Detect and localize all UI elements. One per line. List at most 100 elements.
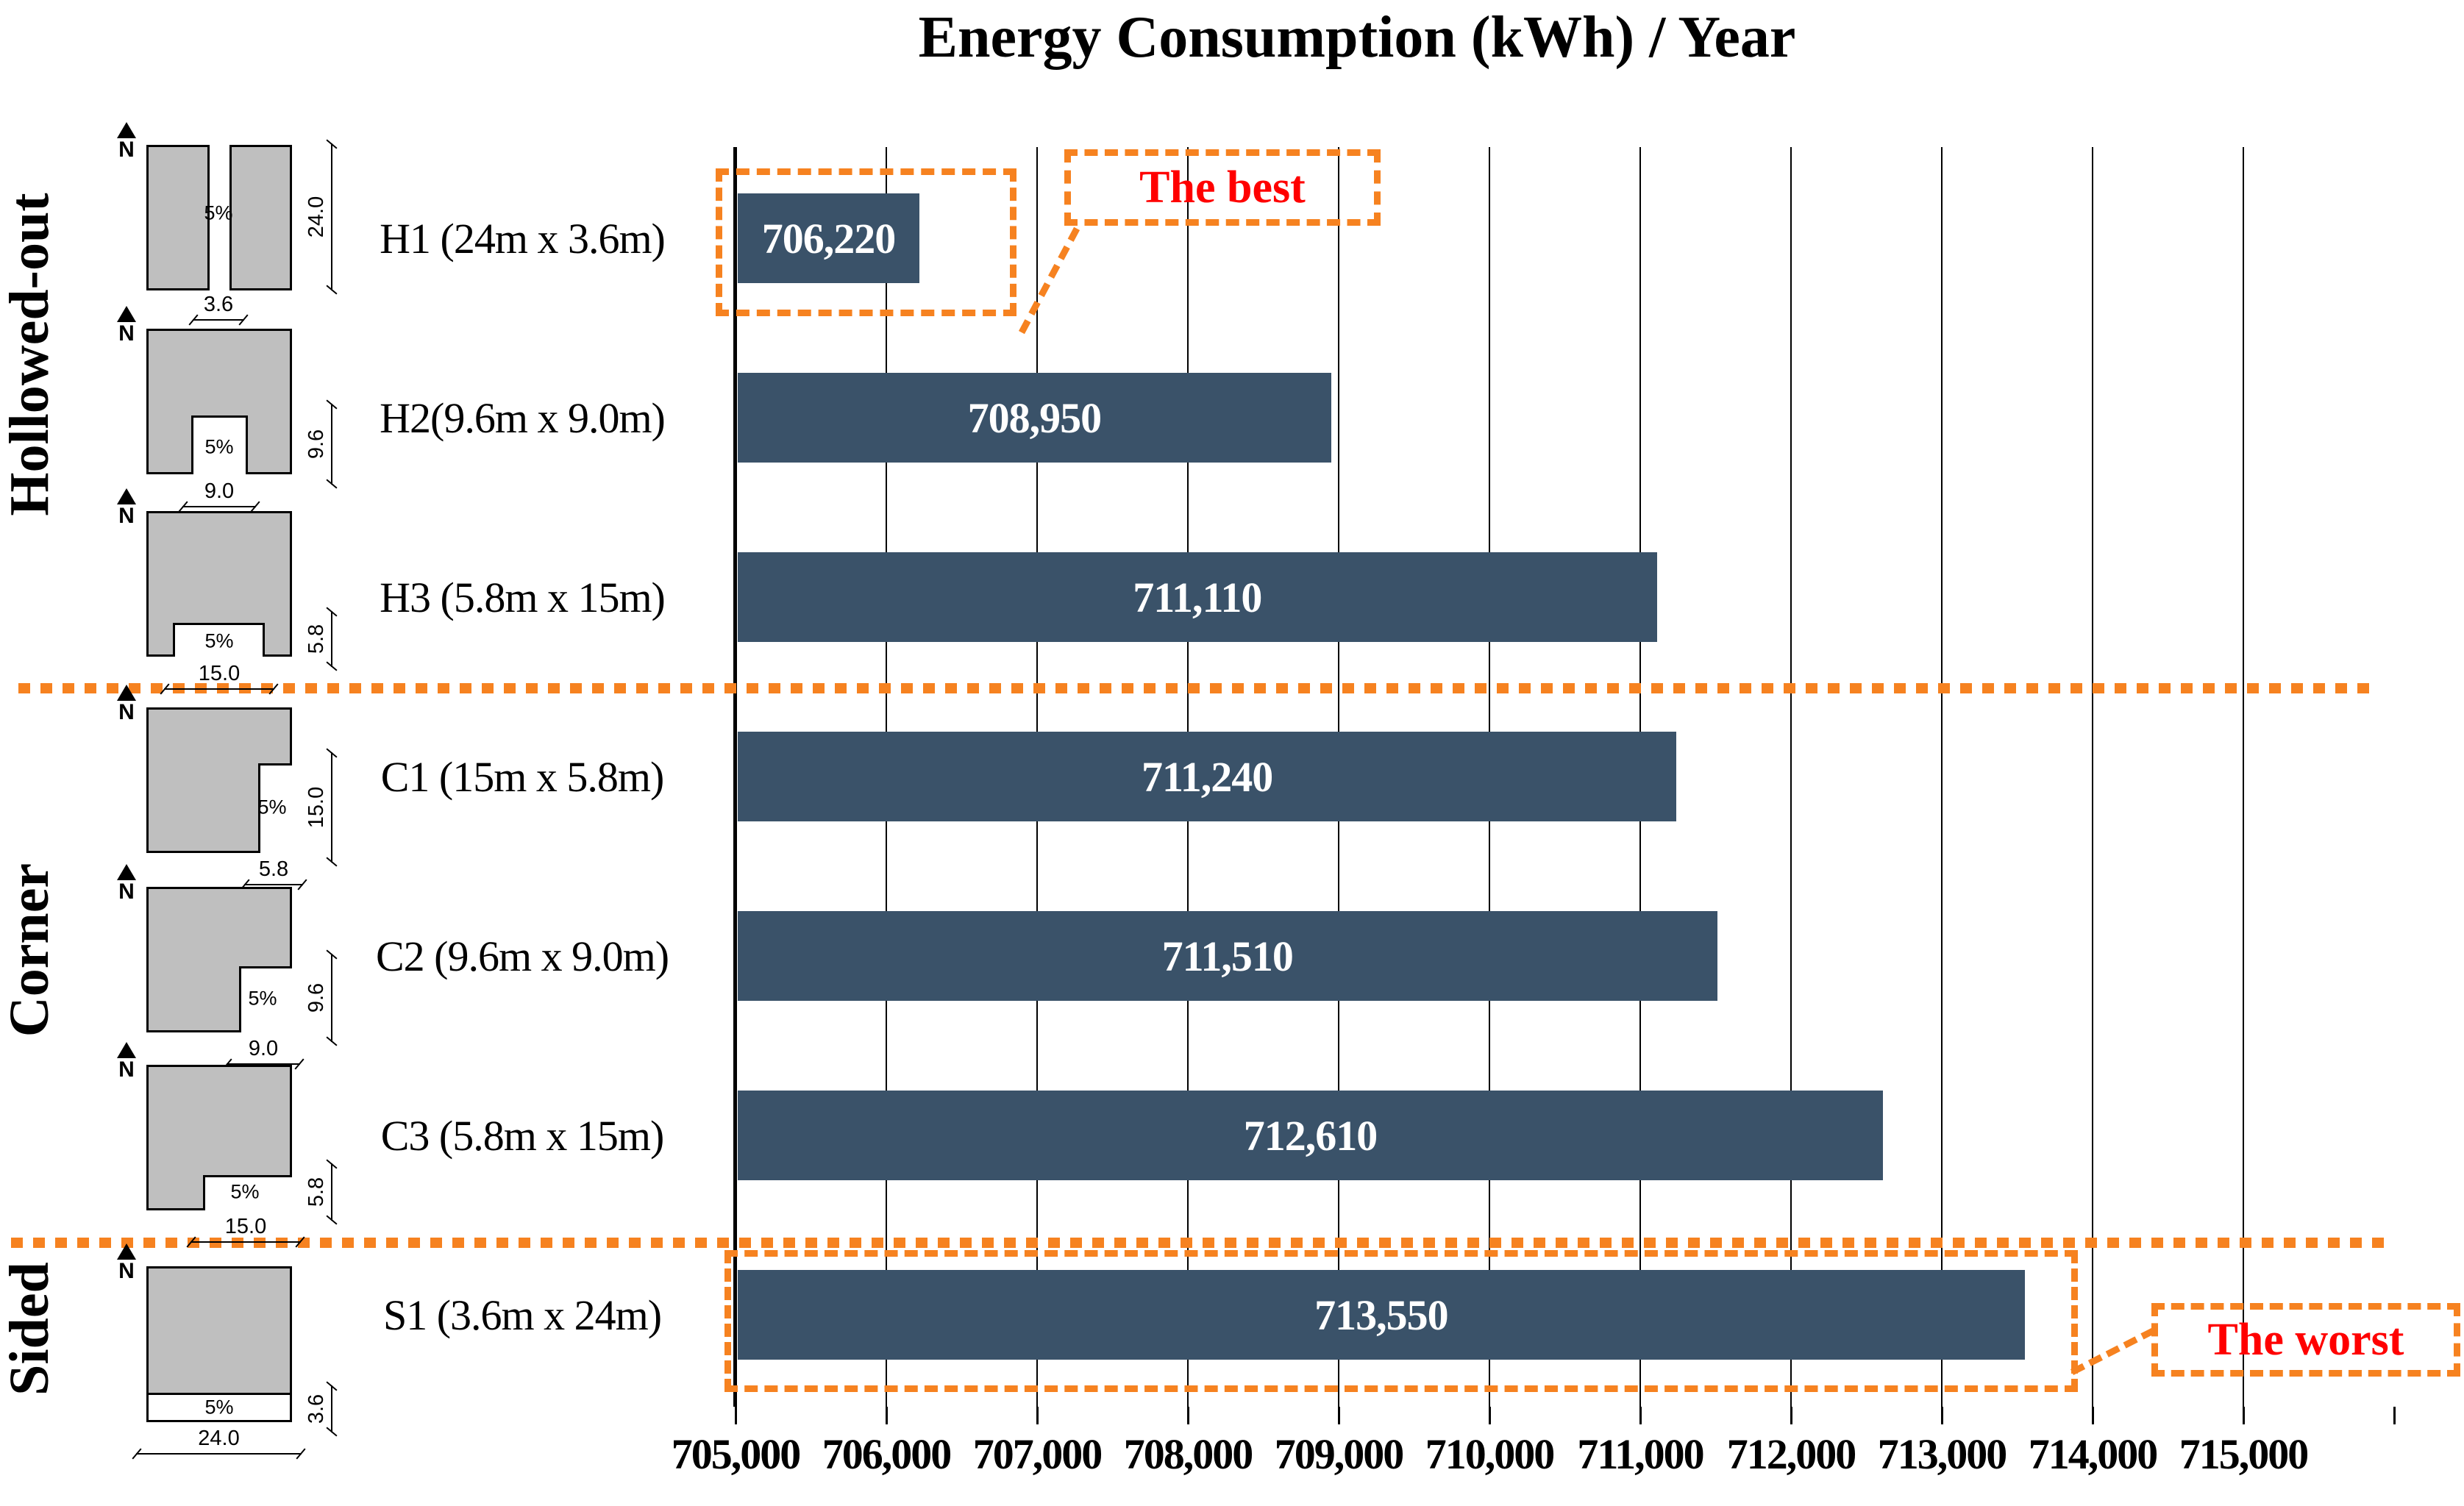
best-callout-text: The best xyxy=(1139,162,1306,213)
north-arrow-c3: N xyxy=(112,1042,141,1082)
dim-text: 15.0 xyxy=(198,662,241,685)
dimension-line xyxy=(331,752,332,863)
category-label-c1: C1 (15m x 5.8m) xyxy=(380,752,665,801)
dim-text: 5.8 xyxy=(258,857,289,881)
north-letter: N xyxy=(118,1259,135,1283)
gridline xyxy=(2243,147,2244,1407)
worst-callout: The worst xyxy=(2151,1303,2460,1377)
side-dimension-c3: 5.8 xyxy=(305,1163,332,1221)
north-letter: N xyxy=(118,138,135,162)
void-percent-c1: 5% xyxy=(257,796,287,818)
north-triangle-icon xyxy=(117,122,136,138)
north-letter: N xyxy=(118,879,135,904)
north-arrow-h2: N xyxy=(112,306,141,346)
category-label-h3: H3 (5.8m x 15m) xyxy=(380,573,666,621)
bar-s1: 713,550 xyxy=(738,1270,2025,1360)
category-label-c2: C2 (9.6m x 9.0m) xyxy=(375,932,669,980)
dimension-line xyxy=(331,404,332,485)
footprint-diagram-c1: 5% xyxy=(146,707,292,853)
bar-h1: 706,220 xyxy=(738,193,920,283)
group-label-hollowed-out: Hollowed-out xyxy=(0,193,60,516)
dimension-line xyxy=(331,611,332,667)
gridline xyxy=(1790,147,1792,1407)
axis-tick xyxy=(1639,1407,1642,1424)
axis-tick xyxy=(1941,1407,1943,1424)
x-tick-label: 707,000 xyxy=(972,1430,1103,1478)
bottom-dimension-h2: 9.0 xyxy=(182,479,256,507)
axis-tick xyxy=(1187,1407,1189,1424)
north-arrow-c1: N xyxy=(112,685,141,724)
group-separator-line-2 xyxy=(11,1238,2387,1248)
x-tick-label: 710,000 xyxy=(1425,1430,1555,1478)
dimension-line xyxy=(227,1063,300,1065)
void-percent-h1: 5% xyxy=(204,201,233,224)
north-arrow-h3: N xyxy=(112,488,141,528)
void-region-h2 xyxy=(191,415,248,474)
axis-tick xyxy=(2393,1407,2396,1424)
north-arrow-s1: N xyxy=(112,1243,141,1283)
dim-text: 5.8 xyxy=(305,624,328,654)
side-dimension-c2: 9.6 xyxy=(305,954,332,1042)
void-region-c2 xyxy=(239,966,292,1032)
x-tick-label: 712,000 xyxy=(1726,1430,1856,1478)
worst-callout-tail xyxy=(2070,1327,2156,1376)
void-region-h1 xyxy=(207,145,232,290)
group-separator-line-1 xyxy=(18,683,2379,693)
footprint-diagram-s1: 5% xyxy=(146,1266,292,1422)
dimension-line xyxy=(331,1385,332,1432)
gridline xyxy=(2092,147,2093,1407)
void-region-c3 xyxy=(203,1175,292,1210)
side-dimension-h1: 24.0 xyxy=(305,143,332,290)
north-triangle-icon xyxy=(117,1042,136,1058)
void-percent-h2: 5% xyxy=(204,435,234,458)
dimension-line xyxy=(244,884,303,885)
dimension-line xyxy=(182,506,256,507)
x-tick-label: 713,000 xyxy=(1877,1430,2007,1478)
north-triangle-icon xyxy=(117,488,136,504)
dimension-line xyxy=(331,954,332,1042)
north-letter: N xyxy=(118,1057,135,1082)
bar-value-h2: 708,950 xyxy=(967,393,1102,442)
axis-tick xyxy=(735,1407,737,1424)
axis-tick xyxy=(886,1407,888,1424)
footprint-diagram-h2: 5% xyxy=(146,329,292,474)
bar-value-c1: 711,240 xyxy=(1141,752,1273,801)
dim-text: 9.0 xyxy=(204,479,235,503)
void-region-h3 xyxy=(173,623,265,657)
footprint-diagram-h3: 5% xyxy=(146,511,292,657)
dimension-line xyxy=(164,688,274,690)
x-tick-label: 714,000 xyxy=(2028,1430,2158,1478)
dim-text: 24.0 xyxy=(305,196,328,238)
dim-text: 9.6 xyxy=(305,429,328,460)
dim-text: 15.0 xyxy=(305,786,328,829)
category-label-c3: C3 (5.8m x 15m) xyxy=(380,1111,665,1160)
dim-text: 9.6 xyxy=(305,982,328,1013)
footprint-diagram-c3: 5% xyxy=(146,1065,292,1210)
gridline xyxy=(1941,147,1943,1407)
axis-tick xyxy=(1036,1407,1039,1424)
group-label-sided: Sided xyxy=(0,1262,60,1396)
category-label-s1: S1 (3.6m x 24m) xyxy=(382,1291,662,1339)
north-triangle-icon xyxy=(117,306,136,322)
bar-c1: 711,240 xyxy=(738,732,1677,821)
bottom-dimension-h1: 3.6 xyxy=(193,293,244,321)
side-dimension-s1: 3.6 xyxy=(305,1385,332,1432)
bar-c2: 711,510 xyxy=(738,911,1717,1001)
x-tick-label: 715,000 xyxy=(2179,1430,2309,1478)
group-label-corner: Corner xyxy=(0,863,60,1038)
x-tick-label: 711,000 xyxy=(1577,1430,1704,1478)
x-tick-label: 708,000 xyxy=(1123,1430,1253,1478)
north-arrow-h1: N xyxy=(112,122,141,162)
void-percent-c3: 5% xyxy=(230,1180,260,1203)
void-percent-s1: 5% xyxy=(204,1396,234,1418)
dimension-line xyxy=(331,143,332,290)
void-percent-c2: 5% xyxy=(248,987,277,1010)
north-triangle-icon xyxy=(117,685,136,701)
dim-text: 24.0 xyxy=(198,1427,240,1450)
chart-title: Energy Consumption (kWh) / Year xyxy=(918,5,1796,70)
best-callout: The best xyxy=(1064,149,1381,226)
dim-text: 3.6 xyxy=(203,293,234,316)
best-callout-tail xyxy=(1019,226,1080,335)
dim-text: 15.0 xyxy=(224,1215,267,1238)
bottom-dimension-s1: 24.0 xyxy=(136,1427,302,1455)
